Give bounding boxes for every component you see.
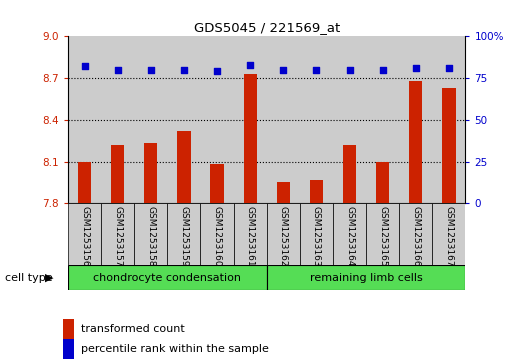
Bar (101, 203, 134, 265)
Text: GSM1253164: GSM1253164 (345, 206, 354, 266)
Bar (134, 36, 167, 203)
Text: transformed count: transformed count (81, 324, 185, 334)
Text: percentile rank within the sample: percentile rank within the sample (81, 344, 269, 354)
Bar (68, 203, 101, 265)
Point (412, 65, 420, 71)
Point (279, 67, 288, 73)
Text: GSM1253165: GSM1253165 (378, 206, 387, 266)
Bar (234, 203, 267, 265)
Bar (68, 265, 267, 290)
Bar (267, 265, 465, 290)
Bar (101, 36, 134, 203)
Text: chondrocyte condensation: chondrocyte condensation (94, 273, 241, 283)
Bar (333, 203, 366, 265)
Bar (144, 143, 157, 203)
Text: GSM1253161: GSM1253161 (246, 206, 255, 266)
Point (445, 65, 453, 71)
Text: GSM1253160: GSM1253160 (212, 206, 222, 266)
Text: GSM1253158: GSM1253158 (146, 206, 155, 266)
Bar (200, 36, 234, 203)
Bar (244, 74, 257, 203)
Bar (376, 162, 389, 203)
Text: GSM1253166: GSM1253166 (411, 206, 420, 266)
Bar (167, 203, 200, 265)
Text: cell type: cell type (5, 273, 53, 283)
Bar (267, 203, 300, 265)
Point (146, 67, 155, 73)
Bar (333, 36, 366, 203)
Point (312, 67, 321, 73)
Text: GSM1253157: GSM1253157 (113, 206, 122, 266)
Bar (234, 36, 267, 203)
Point (81, 64, 89, 69)
Bar (409, 81, 423, 203)
Point (213, 69, 221, 74)
Title: GDS5045 / 221569_at: GDS5045 / 221569_at (194, 21, 340, 34)
Point (379, 67, 387, 73)
Bar (277, 182, 290, 203)
Point (345, 67, 354, 73)
Text: GSM1253163: GSM1253163 (312, 206, 321, 266)
Bar (300, 203, 333, 265)
Point (113, 67, 122, 73)
Bar (366, 36, 399, 203)
Bar (210, 164, 224, 203)
Text: GSM1253159: GSM1253159 (179, 206, 188, 266)
Bar (442, 88, 456, 203)
Bar (310, 180, 323, 203)
Bar (134, 203, 167, 265)
Bar (177, 131, 190, 203)
Bar (267, 36, 300, 203)
Bar (300, 36, 333, 203)
Bar (366, 203, 399, 265)
Bar (399, 203, 433, 265)
Bar (343, 145, 356, 203)
Text: GSM1253162: GSM1253162 (279, 206, 288, 266)
Text: remaining limb cells: remaining limb cells (310, 273, 423, 283)
Bar (68, 36, 101, 203)
Bar (167, 36, 200, 203)
Bar (433, 36, 465, 203)
Bar (433, 203, 465, 265)
Point (246, 62, 254, 68)
Text: ▶: ▶ (46, 273, 54, 283)
Text: GSM1253167: GSM1253167 (445, 206, 453, 266)
Point (180, 67, 188, 73)
Bar (399, 36, 433, 203)
Text: GSM1253156: GSM1253156 (80, 206, 89, 266)
Bar (200, 203, 234, 265)
Bar (111, 145, 124, 203)
Bar (78, 162, 91, 203)
